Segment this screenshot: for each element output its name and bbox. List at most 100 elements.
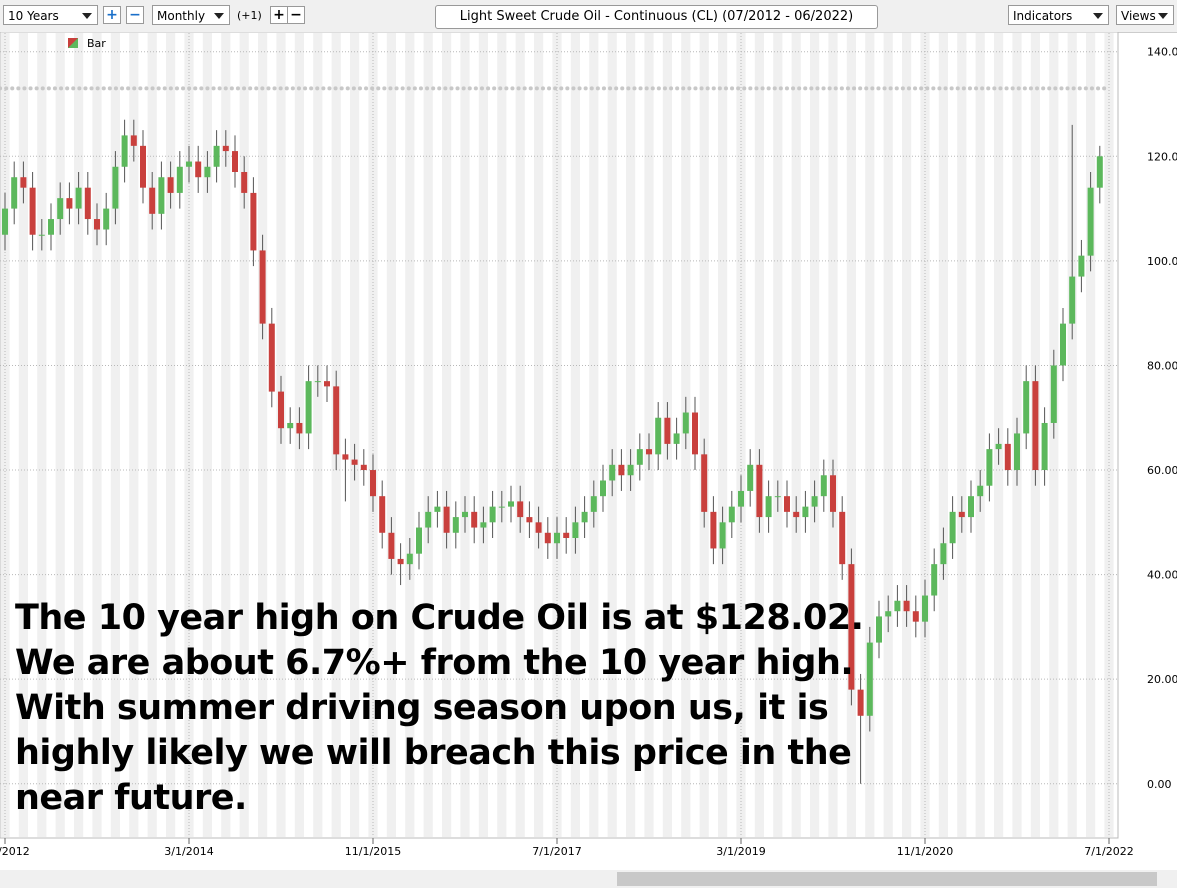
annotation-line: The 10 year high on Crude Oil is at $128… (15, 598, 864, 638)
candle-body (517, 501, 524, 518)
month-band (938, 33, 948, 837)
candle-body (627, 464, 634, 476)
candle-body (535, 522, 542, 533)
month-band (166, 33, 176, 837)
candle-body (1004, 443, 1011, 471)
candle-body (811, 496, 818, 507)
candle-body (747, 464, 754, 491)
interval-select[interactable]: Monthly (152, 5, 230, 25)
month-band (221, 33, 231, 837)
candle-body (1032, 381, 1039, 471)
candle-body (655, 417, 662, 455)
candle-body (103, 208, 110, 230)
offset-plus[interactable]: + (270, 6, 288, 24)
candle-body (94, 219, 100, 230)
legend-swatch-up (68, 38, 78, 48)
month-band (810, 33, 820, 837)
month-band (129, 33, 139, 837)
month-band (405, 33, 415, 837)
candle-body (268, 323, 275, 392)
x-tick-label: 3/1/2014 (164, 845, 213, 858)
candle-body (360, 464, 367, 471)
candle-body (756, 464, 763, 518)
month-band (423, 33, 433, 837)
month-band (386, 33, 396, 837)
annotation-line: With summer driving season upon us, it i… (15, 688, 829, 728)
candle-body (489, 506, 496, 523)
month-band (74, 33, 84, 837)
y-tick-label: 120.00 (1147, 150, 1177, 163)
y-tick-label: 20.00 (1147, 673, 1177, 686)
candle-body (314, 381, 321, 383)
candle-body (379, 496, 386, 533)
candle-body (1023, 381, 1030, 434)
candle-body (296, 422, 303, 434)
indicators-select[interactable]: Indicators (1008, 5, 1109, 25)
candle-body (986, 449, 993, 486)
range-select[interactable]: 10 Years (3, 5, 98, 25)
month-band (18, 33, 28, 837)
month-band (110, 33, 120, 837)
month-band (1067, 33, 1077, 837)
month-band (791, 33, 801, 837)
candle-body (719, 522, 726, 549)
candle-body (563, 532, 570, 539)
candle-body (462, 511, 468, 518)
candle-body (443, 506, 450, 533)
candle-body (425, 511, 432, 528)
zoom-out[interactable]: − (126, 6, 144, 24)
offset: (+1) (237, 9, 262, 22)
month-band (883, 33, 893, 837)
candle-body (333, 386, 340, 455)
month-band (460, 33, 470, 837)
month-band (957, 33, 967, 837)
candle-body (802, 506, 809, 518)
candle-body (1069, 276, 1076, 324)
candle-body (508, 501, 514, 507)
month-band (1086, 33, 1096, 837)
offset-minus[interactable]: − (287, 6, 305, 24)
zoom-in[interactable]: + (103, 6, 121, 24)
candle-body (912, 611, 919, 622)
y-tick-label: 80.00 (1147, 359, 1177, 372)
month-band (754, 33, 764, 837)
candle-body (250, 192, 257, 251)
month-band (239, 33, 249, 837)
candle-body (774, 496, 781, 498)
x-tick-label: 11/1/2020 (897, 845, 953, 858)
toolbar: 10 Years + − Monthly (+1) + − Light Swee… (0, 0, 1177, 33)
candle-body (342, 454, 349, 460)
candle-body (287, 422, 294, 429)
month-band (589, 33, 599, 837)
month-band (147, 33, 157, 837)
month-band (55, 33, 65, 837)
candle-body (370, 470, 376, 497)
legend-label: Bar (87, 37, 106, 50)
chart: Bar 0.00 20.00 40.00 60.00 80.00 100.00 120.00… (0, 32, 1177, 888)
month-band (828, 33, 838, 837)
annotation: The 10 year high on Crude Oil is at $128… (15, 596, 864, 821)
candle-body (673, 433, 680, 444)
candle-body (241, 171, 248, 193)
candle-body (664, 417, 671, 444)
candle-body (158, 177, 165, 214)
y-tick-label: 60.00 (1147, 464, 1177, 477)
candle-body (29, 187, 36, 235)
scroll-thumb[interactable] (617, 872, 1157, 886)
x-tick-label: 7/1/2012 (0, 845, 30, 858)
candle-body (701, 454, 708, 512)
candle-body (682, 412, 689, 434)
month-band (975, 33, 985, 837)
candle-body (793, 511, 800, 518)
month-band (92, 33, 102, 837)
candle-body (922, 595, 928, 622)
candle-body (848, 564, 855, 690)
y-tick-label: 40.00 (1147, 569, 1177, 582)
x-tick-label: 11/1/2015 (345, 845, 401, 858)
candle-body (38, 234, 45, 236)
candle-body (149, 187, 156, 214)
views-select[interactable]: Views (1116, 5, 1174, 25)
candle-body (2, 208, 8, 235)
candle-body (609, 464, 616, 481)
chart-title: Light Sweet Crude Oil - Continuous (CL) … (435, 5, 878, 29)
